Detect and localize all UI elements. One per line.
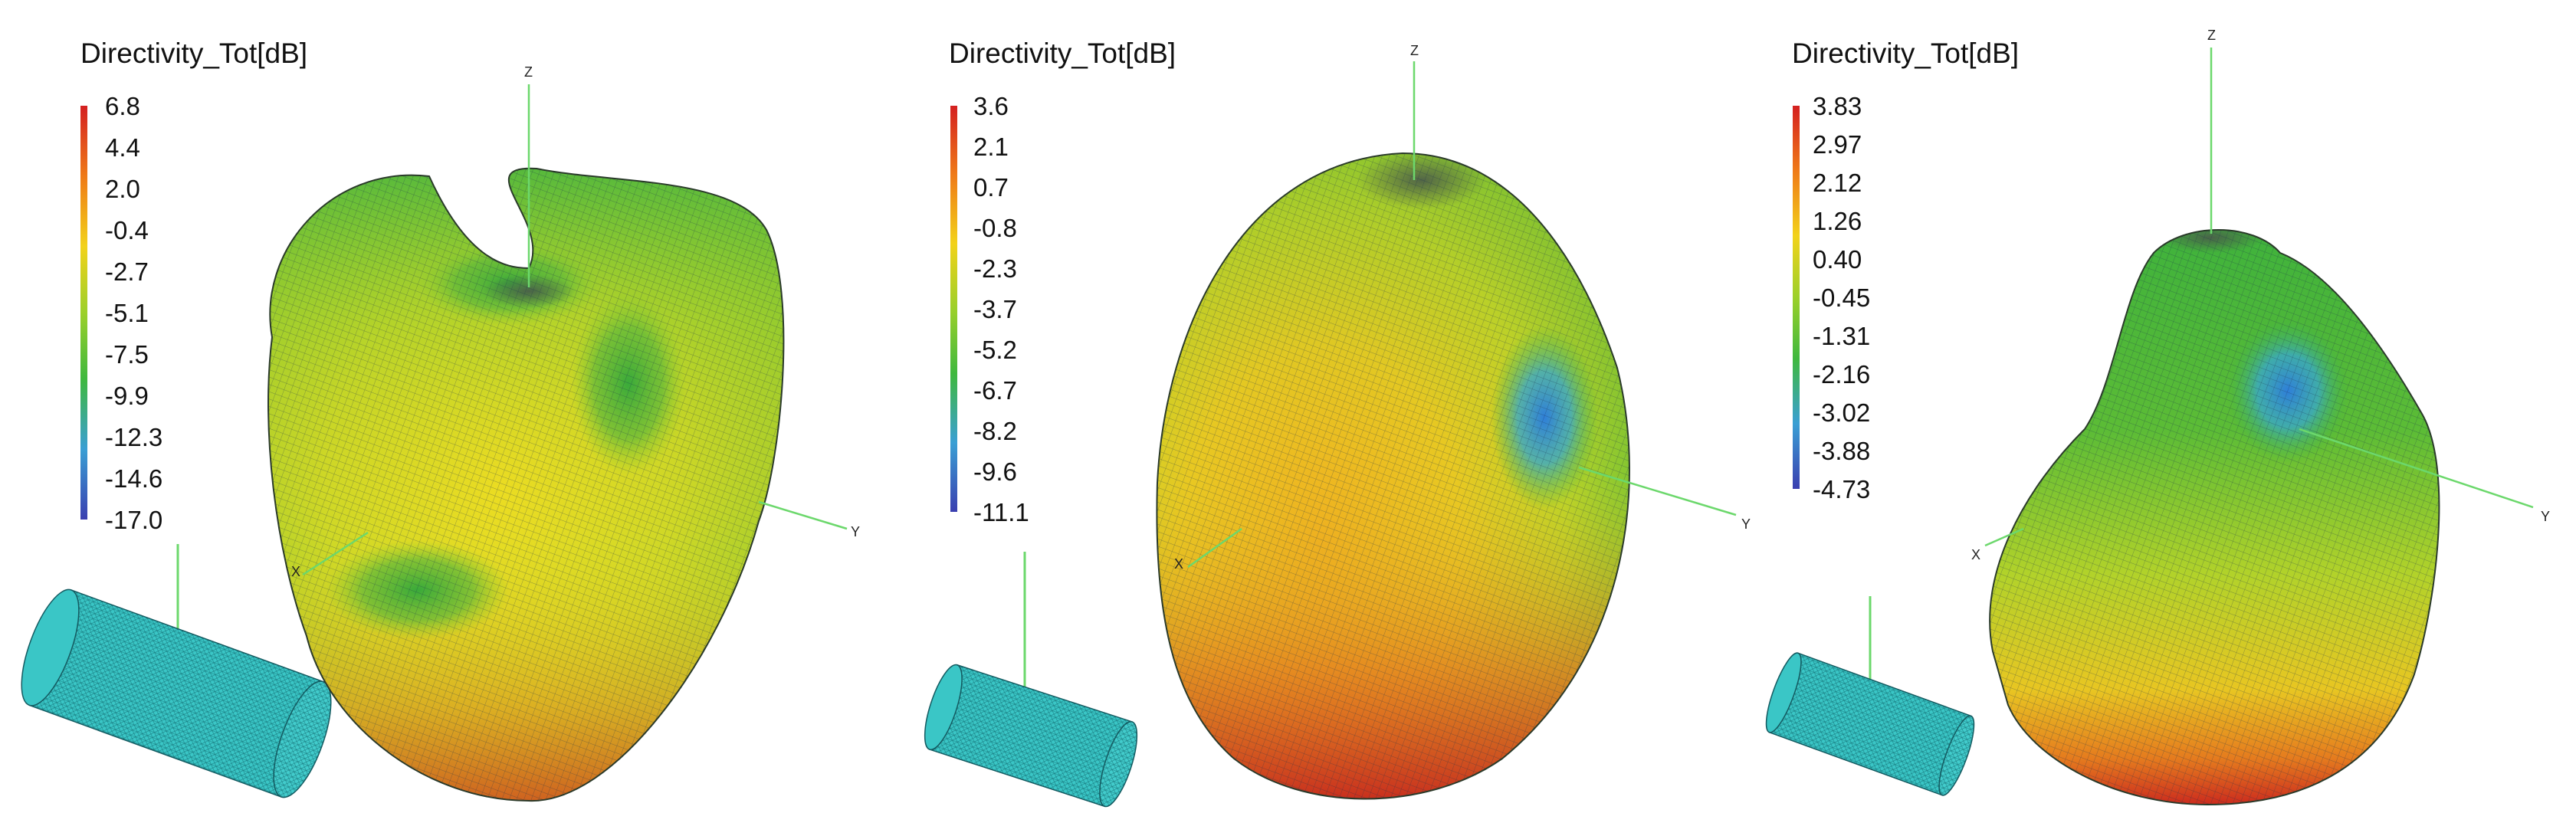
- colorbar-tick-label: -0.8: [973, 214, 1017, 242]
- antenna-cylinder: [21, 544, 332, 798]
- z-axis-label: Z: [524, 64, 533, 80]
- y-axis-line: [1578, 466, 1737, 516]
- colorbar-tick-label: -5.2: [973, 336, 1017, 364]
- colorbar-tick-label: -17.0: [105, 506, 162, 534]
- colorbar-tick-label: -14.6: [105, 464, 162, 493]
- colorbar-tick-label: -4.73: [1813, 475, 1870, 503]
- x-axis-line: [302, 531, 369, 576]
- colorbar-gradient: [80, 106, 87, 520]
- colorbar-tick-label: -1.31: [1813, 322, 1870, 350]
- colorbar-tick-label: 2.12: [1813, 169, 1862, 197]
- y-axis-label: Y: [2541, 509, 2550, 524]
- colorbar-gradient: [950, 106, 957, 512]
- colorbar-tick-label: -3.88: [1813, 437, 1870, 465]
- colorbar-tick-label: -12.3: [105, 423, 162, 451]
- colorbar: 3.6 2.1 0.7 -0.8 -2.3 -3.7 -5.2 -6.7 -8.2 -9.6 -11…: [950, 92, 1029, 526]
- colorbar-title: Directivity_Tot[dB]: [1792, 38, 2019, 69]
- colorbar: 6.8 4.4 2.0 -0.4 -2.7 -5.1 -7.5 -9.9 -12.3 -14.6 -…: [80, 92, 162, 534]
- colorbar-title: Directivity_Tot[dB]: [949, 38, 1176, 69]
- x-axis-line: [1187, 527, 1242, 569]
- radiation-pattern-surface: [267, 167, 785, 802]
- antenna-cylinder: [1765, 596, 1975, 796]
- colorbar-tick-label: -0.4: [105, 216, 149, 244]
- colorbar-tick-label: -3.02: [1813, 398, 1870, 427]
- x-axis-label: X: [291, 564, 300, 579]
- radiation-pattern-surface: [1989, 229, 2440, 806]
- colorbar-tick-label: -0.45: [1813, 284, 1870, 312]
- x-axis-label: X: [1971, 547, 1980, 562]
- colorbar-tick-label: 1.26: [1813, 207, 1862, 235]
- colorbar-tick-label: -2.3: [973, 254, 1017, 283]
- colorbar-tick-label: -2.7: [105, 257, 149, 286]
- colorbar-tick-label: -3.7: [973, 295, 1017, 323]
- y-axis-line: [758, 500, 848, 530]
- colorbar-tick-label: 0.7: [973, 173, 1009, 202]
- radiation-pattern-surface: [1156, 152, 1630, 800]
- antenna-cylinder: [924, 552, 1138, 808]
- x-axis-label: X: [1174, 556, 1183, 572]
- directivity-panel-1: Z Y X Directivity_Tot[dB] 6.8 4.4 2.0 -0.4 -2.7 -…: [21, 38, 860, 802]
- colorbar-tick-label: 2.97: [1813, 130, 1862, 159]
- colorbar-tick-label: 2.1: [973, 133, 1009, 161]
- directivity-panel-2: Z Y X Directivity_Tot[dB] 3.6 2.1 0.7 -0.8 -2.3 -…: [924, 38, 1751, 808]
- x-axis-line: [1984, 527, 2024, 547]
- coordinate-axes: Z Y X: [1174, 43, 1751, 572]
- colorbar-tick-label: -6.7: [973, 376, 1017, 405]
- colorbar-tick-label: 6.8: [105, 92, 140, 120]
- colorbar-tick-label: -2.16: [1813, 360, 1870, 388]
- y-axis-label: Y: [851, 524, 860, 539]
- coordinate-axes: Z Y X: [291, 64, 860, 579]
- colorbar-tick-label: 3.6: [973, 92, 1009, 120]
- colorbar-tick-label: -9.9: [105, 382, 149, 410]
- colorbar-tick-label: 2.0: [105, 175, 140, 203]
- colorbar: 3.83 2.97 2.12 1.26 0.40 -0.45 -1.31 -2.16 -3.02…: [1793, 92, 1870, 503]
- colorbar-tick-label: -7.5: [105, 340, 149, 369]
- colorbar-tick-label: 0.40: [1813, 245, 1862, 274]
- y-axis-label: Y: [1741, 516, 1751, 532]
- colorbar-tick-label: -8.2: [973, 417, 1017, 445]
- colorbar-title: Directivity_Tot[dB]: [80, 38, 307, 69]
- colorbar-tick-label: -9.6: [973, 457, 1017, 486]
- y-axis-line: [2299, 428, 2534, 509]
- z-axis-label: Z: [1410, 43, 1419, 58]
- z-axis-label: Z: [2207, 28, 2216, 43]
- colorbar-tick-label: 3.83: [1813, 92, 1862, 120]
- colorbar-tick-label: -5.1: [105, 299, 149, 327]
- colorbar-gradient: [1793, 106, 1800, 489]
- colorbar-tick-label: 4.4: [105, 133, 140, 162]
- coordinate-axes: Z Y X: [1971, 28, 2550, 562]
- directivity-panel-3: Z Y X Directivity_Tot[dB] 3.83 2.97 2.12 1.26 0.…: [1765, 28, 2550, 806]
- colorbar-tick-label: -11.1: [973, 498, 1029, 526]
